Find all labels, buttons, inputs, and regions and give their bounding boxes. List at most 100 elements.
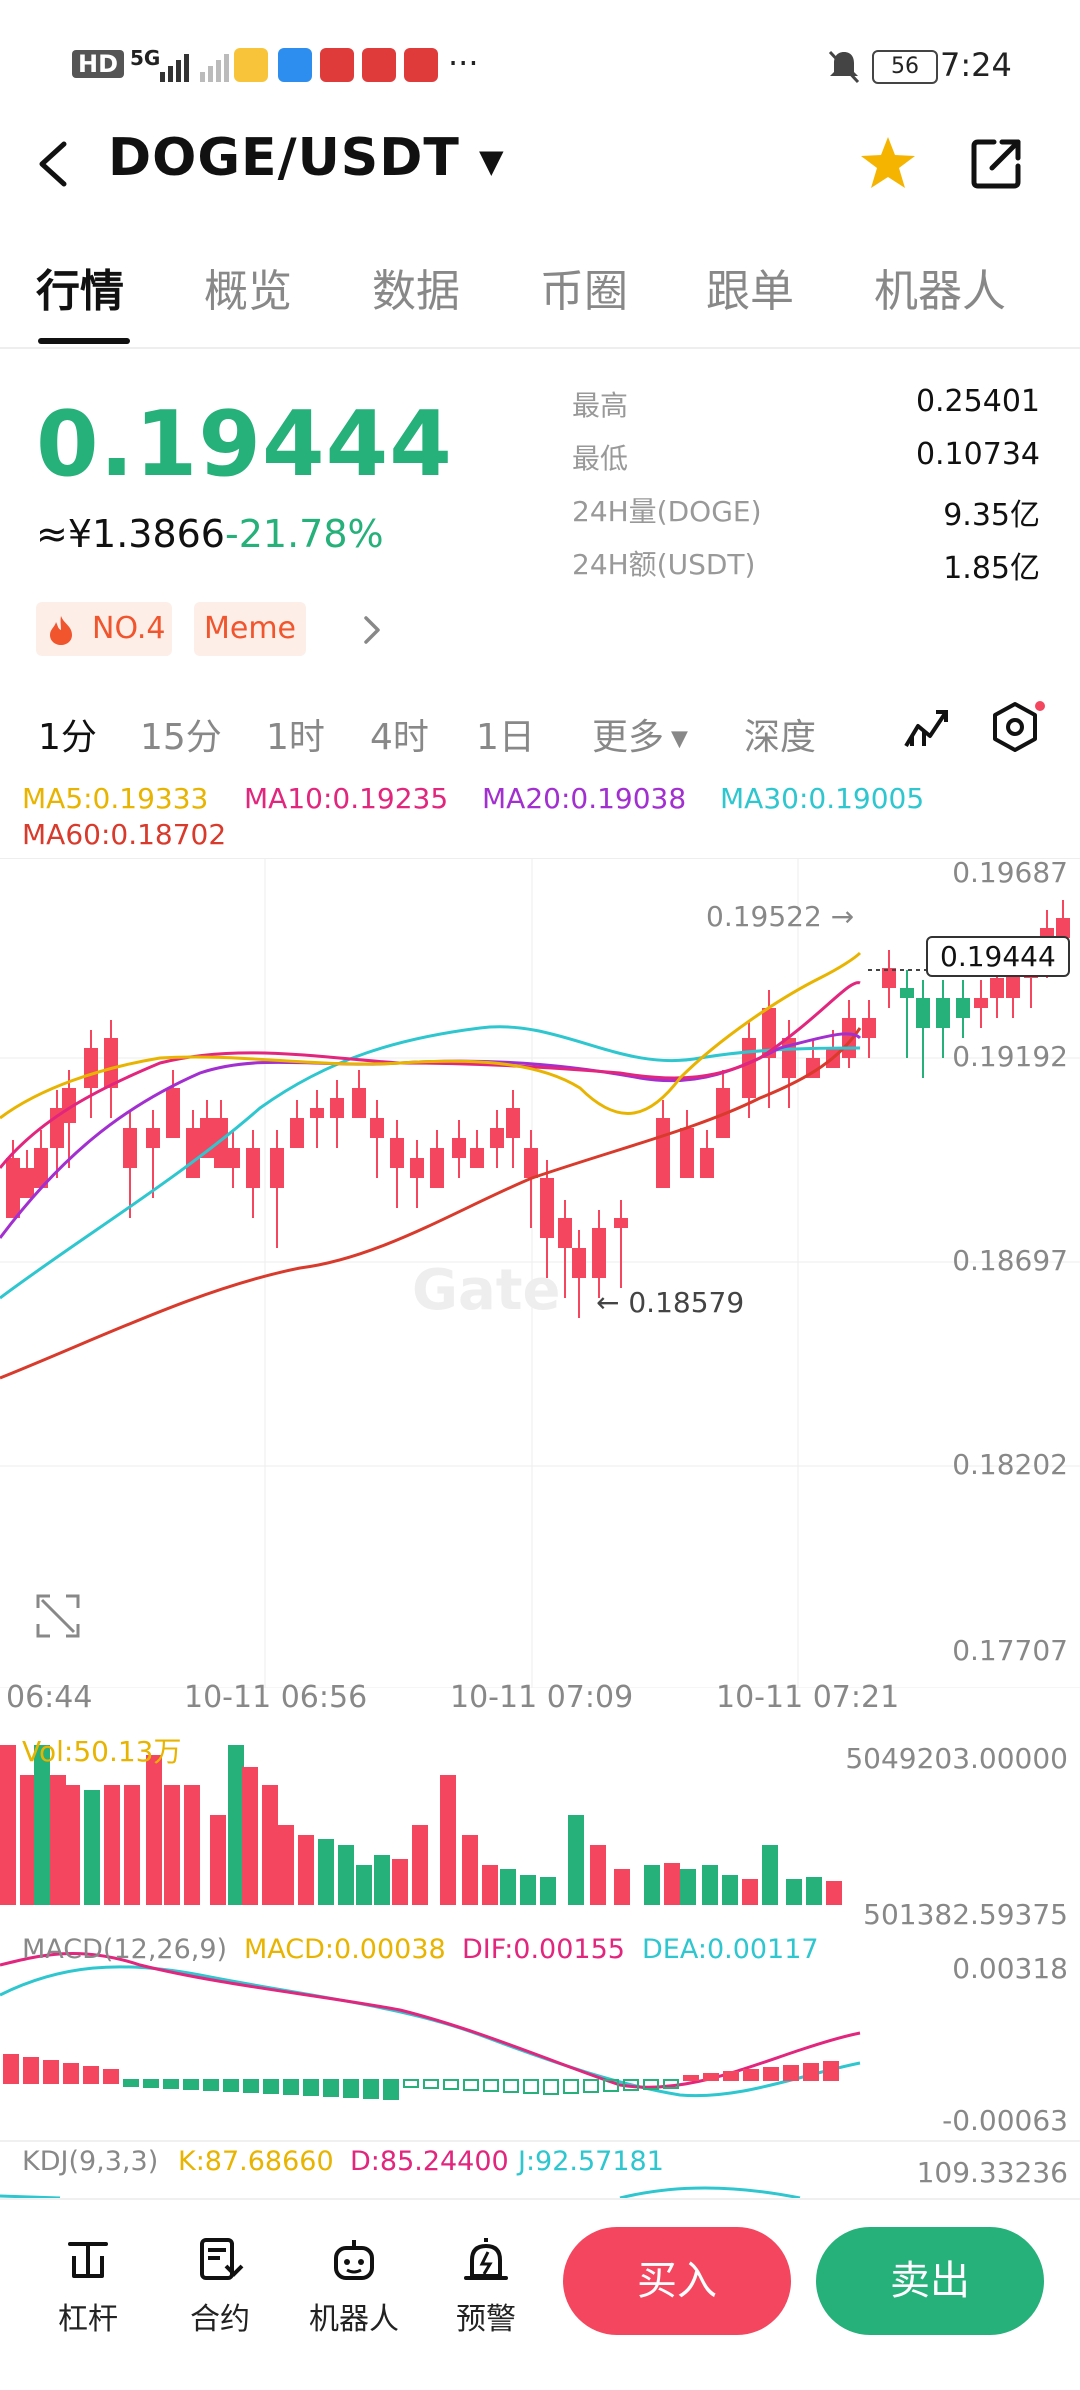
macd-histogram-bar	[43, 2060, 59, 2084]
tab-data[interactable]: 数据	[372, 266, 460, 317]
macd-min-label: -0.00063	[942, 2104, 1068, 2137]
candle-body	[410, 1158, 424, 1178]
candle-body	[1056, 918, 1070, 938]
indicator-icon[interactable]	[902, 702, 952, 752]
volume-bar	[34, 1745, 50, 1905]
category-tag[interactable]: Meme	[194, 602, 306, 656]
volume-bar	[440, 1775, 456, 1905]
share-icon[interactable]	[968, 134, 1026, 192]
nav-alert[interactable]: 预警	[426, 2236, 546, 2338]
candle-body	[936, 998, 950, 1028]
macd-histogram-bar	[823, 2061, 839, 2081]
macd-legend-value: MACD:0.00038	[244, 1934, 446, 1965]
kdj-d-value: D:85.24400	[350, 2146, 509, 2177]
cny-price: ≈¥1.3866	[36, 512, 225, 556]
volume-bar	[742, 1879, 758, 1905]
trading-pair-selector[interactable]: DOGE/USDT ▼	[108, 128, 505, 188]
kdj-legend-name: KDJ(9,3,3)	[22, 2146, 159, 2177]
fullscreen-icon[interactable]	[36, 1594, 80, 1638]
timeframe-1h[interactable]: 1时	[266, 717, 325, 758]
candle-body	[882, 968, 896, 988]
timeframe-15m[interactable]: 15分	[140, 717, 222, 758]
back-icon[interactable]	[34, 138, 74, 190]
candle-body	[452, 1138, 466, 1158]
timeframe-more[interactable]: 更多 ▼	[592, 708, 688, 760]
tab-bots[interactable]: 机器人	[874, 266, 1006, 317]
candle-body	[330, 1098, 344, 1118]
last-price-tag: 0.19444	[926, 936, 1070, 977]
macd-max-label: 0.00318	[952, 1952, 1068, 1985]
volume-bar	[50, 1775, 66, 1905]
candle-body	[524, 1148, 538, 1178]
nav-robot[interactable]: 机器人	[294, 2236, 414, 2338]
timeframe-4h[interactable]: 4时	[370, 717, 429, 758]
volume-legend: Vol:50.13万	[22, 1735, 182, 1768]
divider	[0, 2140, 1080, 2142]
macd-histogram-bar	[783, 2065, 799, 2081]
news-app-icon-2	[362, 48, 396, 82]
nav-leverage[interactable]: 杠杆	[28, 2236, 148, 2338]
volume-bars	[0, 1745, 842, 1905]
macd-histogram-bar	[583, 2079, 599, 2093]
app-icon	[278, 48, 312, 82]
macd-histogram-bar	[723, 2071, 739, 2081]
volume-bar	[242, 1767, 258, 1905]
x-axis-label: 10-11 07:21	[716, 1680, 900, 1715]
volume-max-label: 5049203.00000	[845, 1742, 1068, 1775]
x-axis-label: 10-11 06:56	[184, 1680, 368, 1715]
macd-legend-name: MACD(12,26,9)	[22, 1934, 228, 1965]
stat-low-value: 0.10734	[915, 437, 1040, 472]
y-axis-label: 0.17707	[952, 1634, 1068, 1667]
macd-histogram-bar	[703, 2073, 719, 2081]
tab-market[interactable]: 行情	[36, 266, 124, 317]
stat-turnover-label: 24H额(USDT)	[572, 548, 756, 581]
macd-histogram-bar	[663, 2079, 679, 2089]
macd-histogram-bar	[143, 2079, 159, 2088]
timeframe-1m[interactable]: 1分	[38, 717, 97, 758]
y-axis-label: 0.18202	[952, 1448, 1068, 1481]
active-tab-indicator	[38, 338, 130, 344]
moving-average-line	[0, 1025, 861, 1300]
sell-button[interactable]: 卖出	[816, 2227, 1044, 2335]
volume-bar	[124, 1785, 140, 1905]
candle-body	[62, 1088, 76, 1123]
volume-bar	[374, 1855, 390, 1905]
macd-histogram-bar	[263, 2079, 279, 2094]
tab-community[interactable]: 币圈	[540, 266, 628, 317]
macd-histogram-bar	[223, 2079, 239, 2092]
volume-bar	[64, 1785, 80, 1905]
rank-tag[interactable]: NO.4	[36, 602, 172, 656]
volume-bar	[0, 1745, 16, 1905]
chevron-right-icon[interactable]	[360, 612, 384, 648]
candle-body	[956, 998, 970, 1018]
dif-line	[0, 1952, 861, 2089]
moving-average-line	[0, 1027, 862, 1380]
buy-button[interactable]: 买入	[563, 2227, 791, 2335]
candle-body	[246, 1148, 260, 1188]
dif-legend-value: DIF:0.00155	[462, 1934, 625, 1965]
depth-tab[interactable]: 深度	[744, 717, 817, 758]
more-notifications: ···	[448, 44, 479, 82]
volume-bar	[318, 1839, 334, 1905]
macd-histogram-bar	[423, 2079, 439, 2089]
volume-bar	[722, 1875, 738, 1905]
macd-histogram-bar	[603, 2079, 619, 2092]
macd-histogram-bar	[103, 2069, 119, 2084]
volume-bar	[826, 1881, 842, 1905]
macd-histogram-bar	[383, 2079, 399, 2100]
low-marker-label: ← 0.18579	[596, 1286, 745, 1319]
y-axis-label: 0.19687	[952, 856, 1068, 889]
candle-body	[123, 1128, 137, 1168]
tab-overview[interactable]: 概览	[204, 266, 292, 317]
macd-histogram-bar	[803, 2063, 819, 2081]
settings-icon[interactable]	[990, 700, 1050, 756]
nav-contract[interactable]: 合约	[160, 2236, 280, 2338]
timeframe-1d[interactable]: 1日	[476, 717, 535, 758]
candle-body	[146, 1128, 160, 1148]
candle-body	[470, 1148, 484, 1168]
macd-histogram-bar	[363, 2079, 379, 2099]
tab-copy-trading[interactable]: 跟单	[706, 266, 794, 317]
candle-body	[506, 1108, 520, 1138]
candle-body	[390, 1138, 404, 1168]
favorite-star-icon[interactable]	[858, 134, 918, 192]
